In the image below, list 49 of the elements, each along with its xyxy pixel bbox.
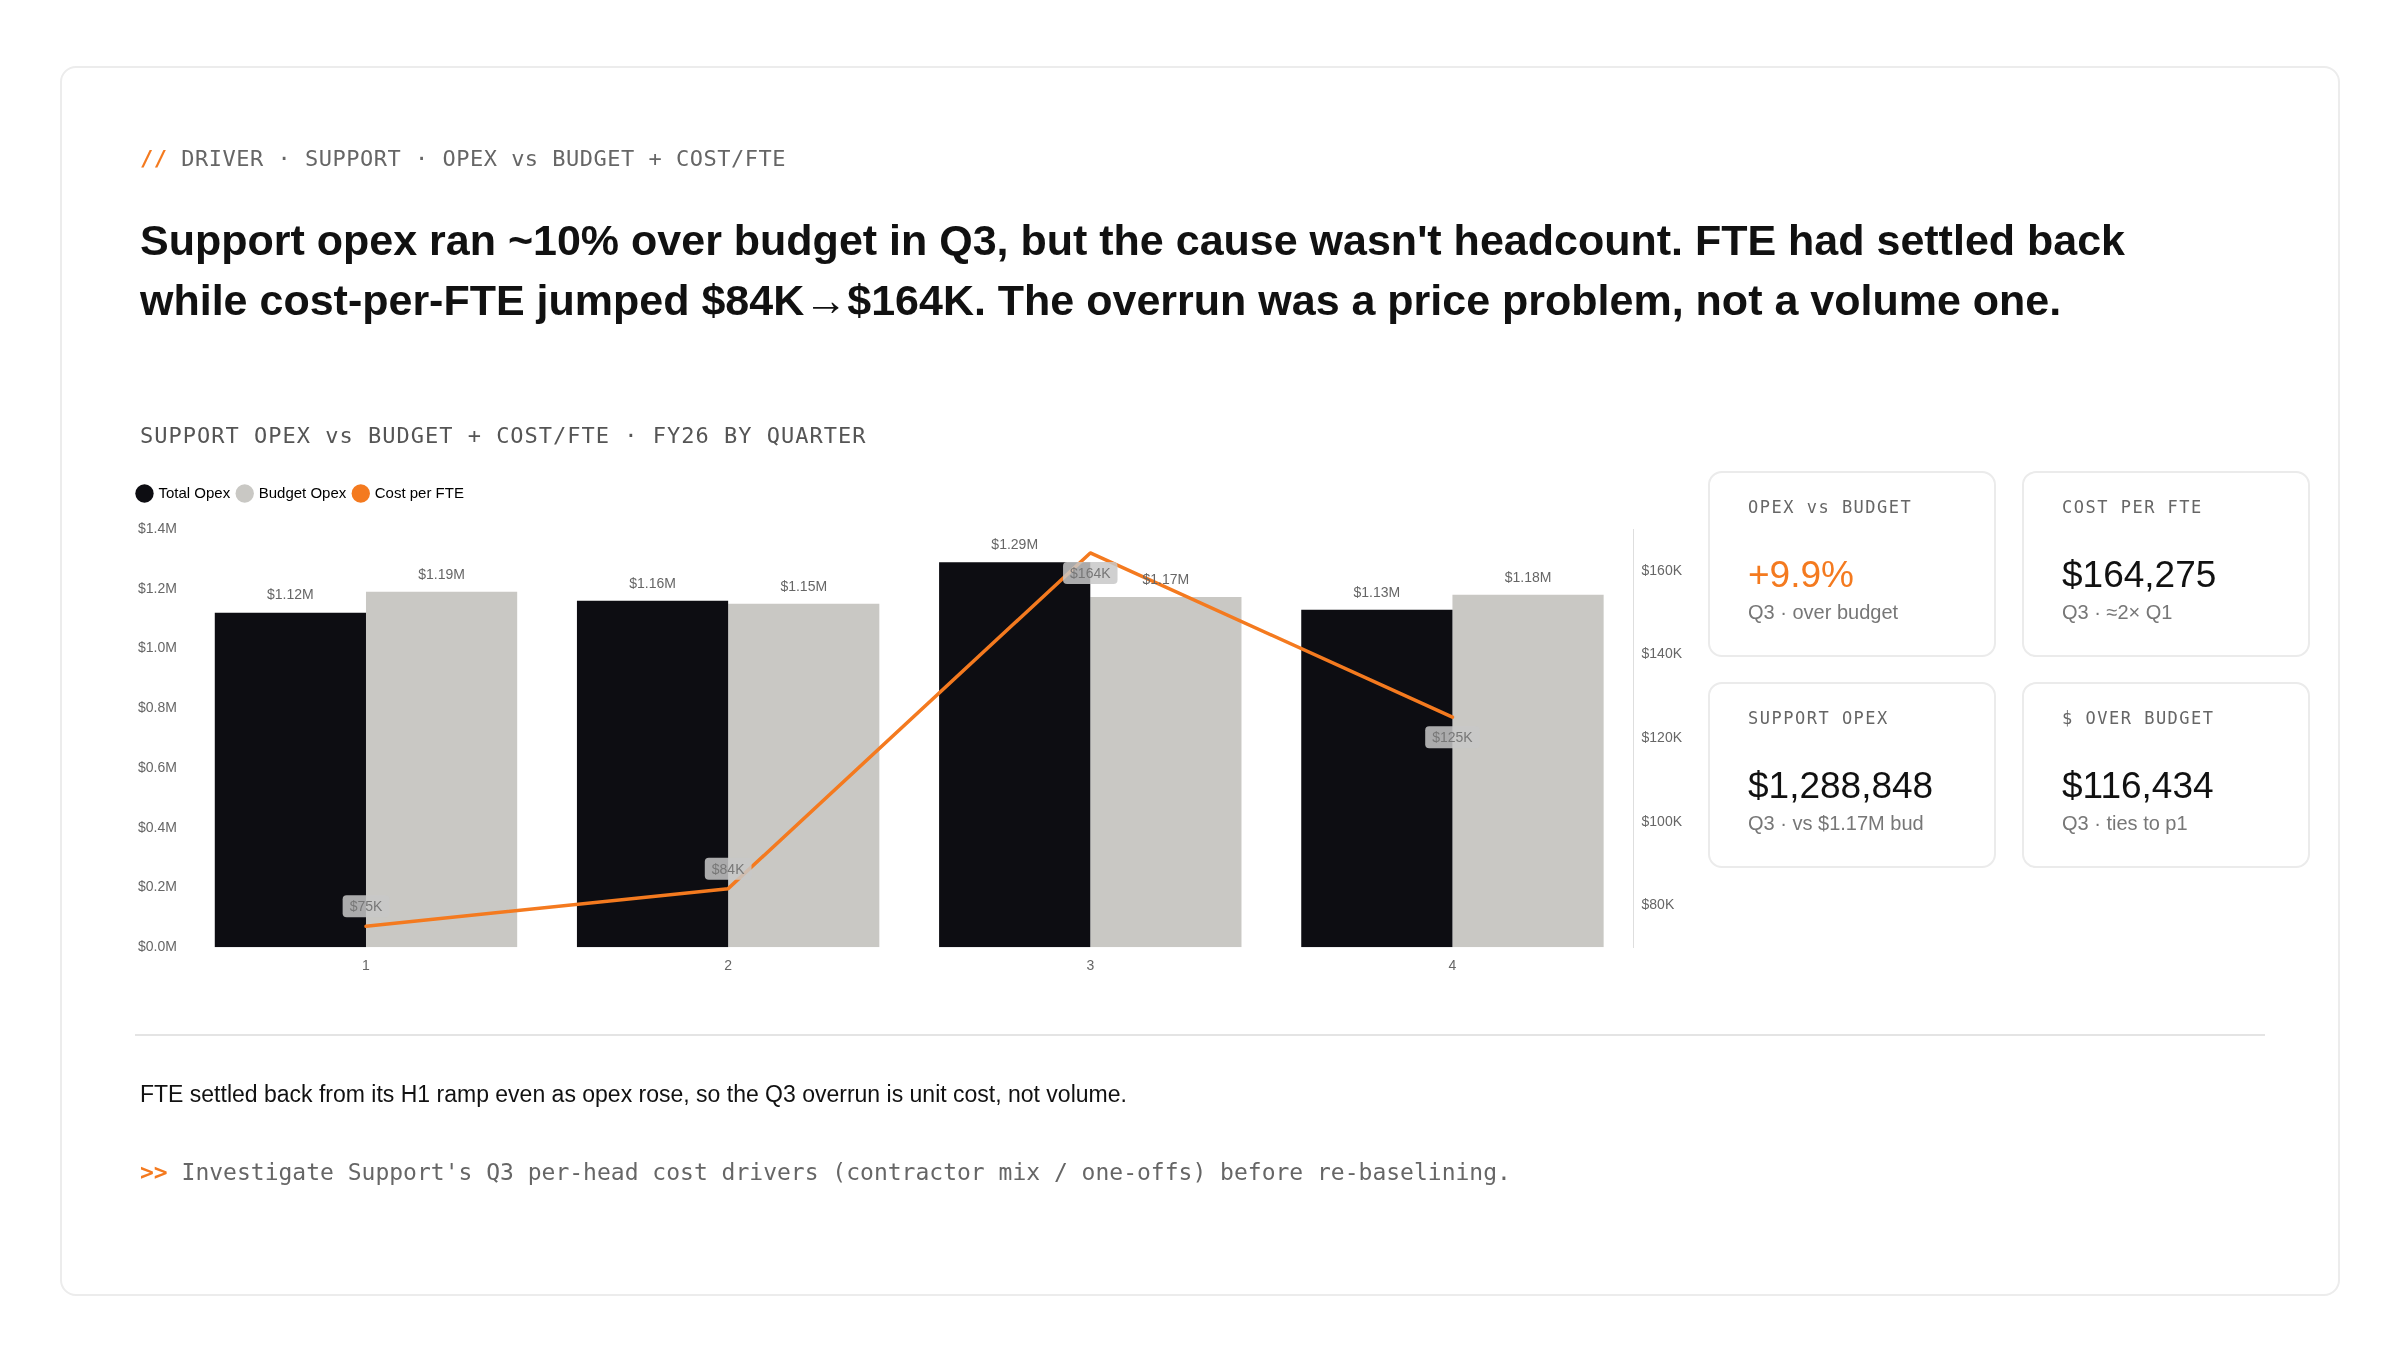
- data-label: $1.19M: [418, 565, 465, 582]
- y2-tick-label: $160K: [1641, 561, 1683, 578]
- y-tick-label: $0.4M: [137, 818, 177, 835]
- data-label: $1.12M: [267, 586, 314, 603]
- data-label: $125K: [1432, 729, 1474, 746]
- data-label: $164,275: [2062, 553, 2218, 597]
- category-label: COST PER FTE: [2062, 497, 2204, 517]
- category-label: OPEX vs BUDGET: [1748, 497, 1914, 517]
- data-label: $84K: [711, 860, 746, 877]
- data-label: +9.9%: [1748, 553, 1855, 597]
- data-label: $164K: [1070, 564, 1112, 581]
- text: Q3 · vs $1.17M bud: [1748, 812, 1925, 835]
- data-label: $1.15M: [780, 577, 828, 594]
- text: >> Investigate Support's Q3 per-head cost drivers (contractor mix / one-offs) before re-baselining.: [140, 1159, 1511, 1185]
- chart-title: Support opex ran ~10% over budget in Q3, but the cause wasn't headcount. FTE had settled back while cost-per-FTE jumped $84K→$164K. The overrun was a price problem, not a volume one.: [140, 215, 2126, 326]
- data-label: $1.16M: [629, 574, 676, 591]
- text: // DRIVER · SUPPORT · OPEX vs BUDGET + COST/FTE: [140, 146, 787, 171]
- y2-tick-label: $120K: [1641, 728, 1683, 745]
- data-label: $1.13M: [1353, 583, 1401, 600]
- x-tick-label: 2: [724, 957, 733, 974]
- text: FTE settled back from its H1 ramp even as opex rose, so the Q3 overrun is unit cost, not volume.: [140, 1081, 1127, 1108]
- legend-label: Budget Opex: [258, 483, 347, 501]
- y-tick-label: $0.6M: [137, 758, 177, 775]
- text: Q3 · ties to p1: [2062, 812, 2189, 835]
- category-label: $ OVER BUDGET: [2062, 708, 2216, 728]
- data-label: $1,288,848: [1748, 764, 1935, 808]
- data-label: $1.18M: [1504, 568, 1552, 585]
- text: Q3 · ≈2× Q1: [2062, 601, 2174, 624]
- x-tick-label: 1: [362, 957, 371, 974]
- x-tick-label: 3: [1086, 957, 1095, 974]
- y-tick-label: $1.0M: [137, 639, 177, 656]
- y-tick-label: $0.0M: [137, 938, 177, 955]
- legend-label: Cost per FTE: [374, 483, 464, 501]
- y-tick-label: $0.2M: [137, 878, 177, 895]
- text: Q3 · over budget: [1748, 601, 1900, 624]
- chart-subtitle: SUPPORT OPEX vs BUDGET + COST/FTE · FY26 BY QUARTER: [140, 423, 867, 448]
- y-tick-label: $1.2M: [137, 579, 177, 596]
- data-label: $116,434: [2062, 764, 2215, 808]
- x-tick-label: 4: [1448, 957, 1457, 974]
- y-tick-label: $1.4M: [137, 519, 177, 536]
- y-tick-label: $0.8M: [137, 699, 177, 716]
- data-label: $75K: [349, 898, 383, 915]
- data-label: $1.29M: [991, 536, 1039, 553]
- category-label: SUPPORT OPEX: [1748, 708, 1890, 728]
- legend-label: Total Opex: [158, 483, 231, 501]
- y2-tick-label: $100K: [1641, 812, 1683, 829]
- y2-tick-label: $80K: [1641, 896, 1675, 913]
- y2-tick-label: $140K: [1641, 645, 1683, 662]
- bar: [1090, 596, 1242, 948]
